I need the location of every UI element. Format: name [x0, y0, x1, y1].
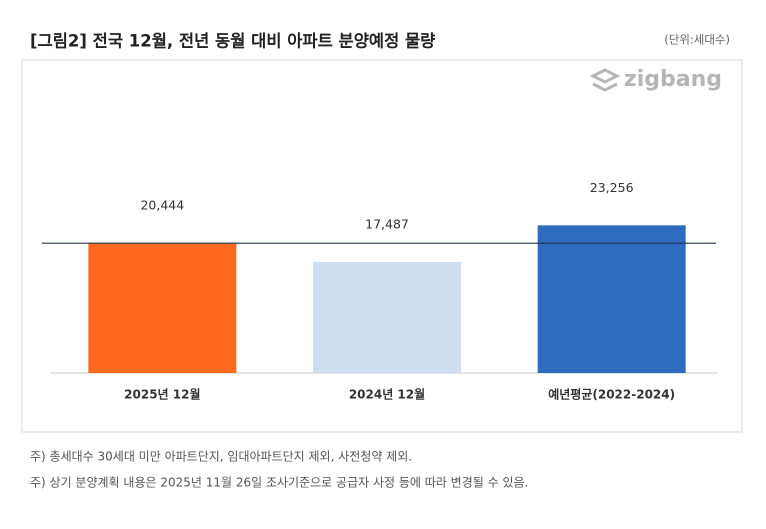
x-tick-label: 예년평균(2022-2024) — [548, 387, 675, 402]
note: 주) 총세대수 30세대 미만 아파트단지, 임대아파트단지 제외, 사전청약 … — [30, 449, 412, 464]
bar — [313, 261, 461, 373]
value-label: 17,487 — [365, 216, 409, 231]
logo-shape — [589, 68, 621, 84]
note: 주) 상기 분양계획 내용은 2025년 11월 26일 조사기준으로 공급자 … — [30, 476, 528, 490]
logo-shape — [592, 82, 618, 92]
x-tick-label: 2024년 12월 — [349, 387, 425, 402]
value-label: 20,444 — [140, 198, 184, 213]
x-tick-label: 2025년 12월 — [124, 387, 200, 402]
bar — [537, 225, 686, 373]
chart-title: [그림2] 전국 12월, 전년 동월 대비 아파트 분양예정 물량 — [30, 32, 435, 51]
logo-icon — [589, 68, 621, 92]
logo-text: zigbang — [624, 67, 722, 92]
bar — [88, 243, 237, 373]
value-label: 23,256 — [590, 180, 634, 195]
chart-frame — [21, 59, 743, 433]
unit-label: (단위:세대수) — [664, 33, 730, 47]
